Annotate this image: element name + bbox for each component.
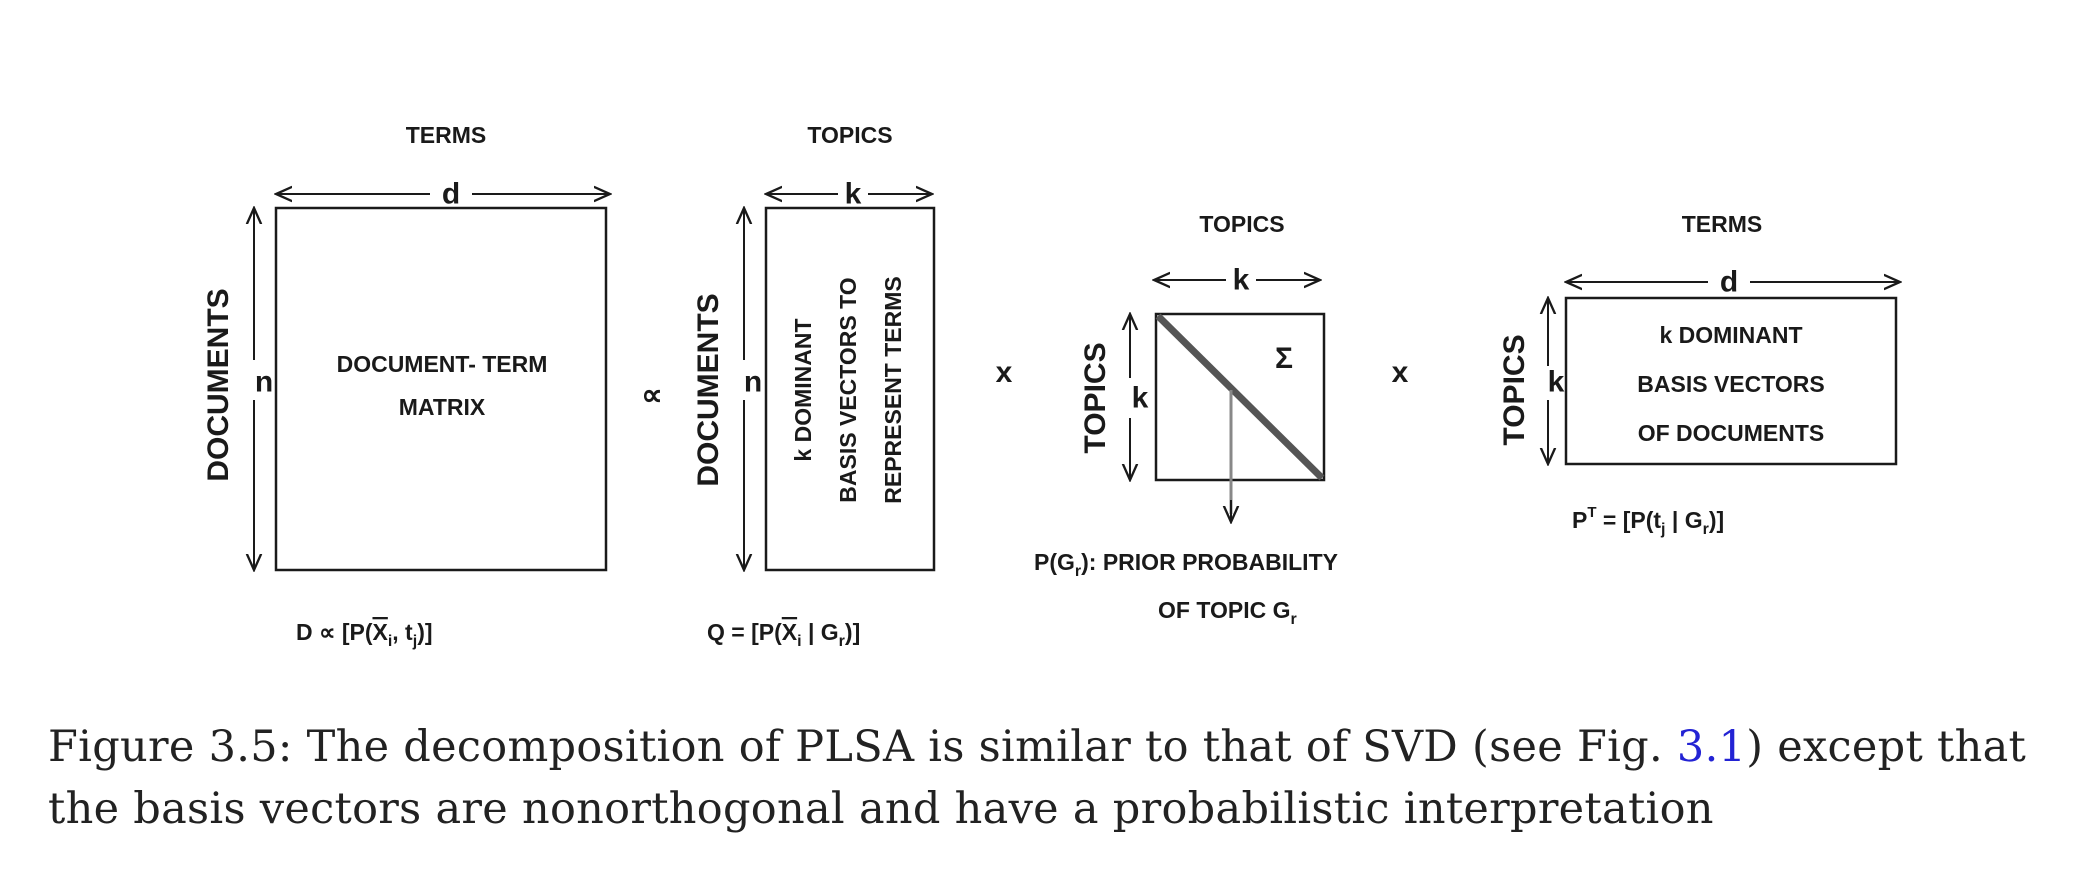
formula-q-sub-r: r xyxy=(839,633,845,650)
plsa-decomposition-diagram: TERMS d n DOCUMENTS DOCUMENT- TERM MATRI… xyxy=(202,122,2100,650)
matrix-p-top-label: TERMS xyxy=(1682,211,1763,237)
formula-p-sub-j: j xyxy=(1660,521,1665,538)
prior-post: ): PRIOR PROBABILITY xyxy=(1081,549,1338,575)
matrix-d-body-line1: DOCUMENT- TERM xyxy=(337,351,548,377)
formula-d-var: X xyxy=(372,619,388,645)
prior-prefix: P(G xyxy=(1034,549,1075,575)
matrix-d-formula: D ∝ [P(Xi, tj)] xyxy=(296,619,433,650)
formula-d-sub-i: i xyxy=(388,633,392,650)
formula-p-sub-r: r xyxy=(1703,521,1709,538)
matrix-q-dim-n: n xyxy=(744,366,762,399)
sigma-symbol: Σ xyxy=(1275,342,1293,375)
sigma-matrix-group: TOPICS k k TOPICS Σ P(Gr): PRIOR PROBABI… xyxy=(1034,211,1338,628)
matrix-q-body-line1: k DOMINANT xyxy=(790,318,816,461)
p-transpose-matrix-group: TERMS d k TOPICS k DOMINANT BASIS VECTOR… xyxy=(1498,211,1900,538)
figure-caption: Figure 3.5: The decomposition of PLSA is… xyxy=(48,716,2068,840)
formula-d-mid: , t xyxy=(392,619,413,645)
formula-p-end: )] xyxy=(1709,507,1724,533)
formula-q-sub-i: i xyxy=(797,633,801,650)
matrix-p-formula: PT = [P(tj | Gr)] xyxy=(1572,504,1724,538)
matrix-q-top-label: TOPICS xyxy=(807,122,892,148)
matrix-p-body-line1: k DOMINANT xyxy=(1659,322,1802,348)
matrix-p-body-line2: BASIS VECTORS xyxy=(1637,371,1824,397)
matrix-d-dim-n: n xyxy=(255,366,273,399)
matrix-d-dim-d: d xyxy=(442,178,460,211)
formula-d-end: )] xyxy=(417,619,432,645)
matrix-sigma-dim-k-top: k xyxy=(1233,264,1250,297)
matrix-sigma-top-label: TOPICS xyxy=(1199,211,1284,237)
matrix-q-body-line3: REPRESENT TERMS xyxy=(880,276,906,503)
matrix-p-body-line3: OF DOCUMENTS xyxy=(1638,420,1825,446)
q-matrix-box xyxy=(764,206,936,572)
document-term-matrix-group: TERMS d n DOCUMENTS DOCUMENT- TERM MATRI… xyxy=(202,122,610,650)
formula-q-end: )] xyxy=(845,619,860,645)
times-operator-1: x xyxy=(996,356,1013,389)
matrix-q-side-label: DOCUMENTS xyxy=(692,293,725,486)
formula-p-mid2: | G xyxy=(1666,507,1703,533)
proportional-symbol: ∝ xyxy=(641,379,662,412)
matrix-p-dim-d: d xyxy=(1720,266,1738,299)
p-transpose-matrix-box xyxy=(1564,296,1898,466)
matrix-d-side-label: DOCUMENTS xyxy=(202,288,235,481)
prior-probability-line2: OF TOPIC Gr xyxy=(1158,597,1297,628)
matrix-p-side-label: TOPICS xyxy=(1498,334,1531,445)
caption-text-end: ) except that the basis vectors are nono… xyxy=(48,722,2027,834)
matrix-d-top-label: TERMS xyxy=(406,122,487,148)
formula-d-sub-j: j xyxy=(412,633,417,650)
matrix-p-dim-k: k xyxy=(1548,366,1565,399)
caption-text-start: Figure 3.5: The decomposition of PLSA is… xyxy=(48,722,1677,772)
prior-probability-line1: P(Gr): PRIOR PROBABILITY xyxy=(1034,549,1338,580)
q-matrix-group: TOPICS k n DOCUMENTS k DOMINANT BASIS VE… xyxy=(692,122,936,650)
sigma-diagonal-line xyxy=(1155,313,1325,481)
matrix-q-body-line2: BASIS VECTORS TO xyxy=(835,277,861,502)
matrix-q-dim-k: k xyxy=(845,178,862,211)
formula-q-var: X xyxy=(782,619,798,645)
formula-q-mid: | G xyxy=(802,619,839,645)
prior-line2-sub: r xyxy=(1290,611,1296,628)
formula-p-sup: T xyxy=(1587,504,1596,521)
figure-reference-link[interactable]: 3.1 xyxy=(1676,722,1747,772)
prior-sub-r: r xyxy=(1075,563,1081,580)
formula-p-prefix: P xyxy=(1572,507,1587,533)
matrix-sigma-side-label: TOPICS xyxy=(1079,342,1112,453)
prior-line2-pre: OF TOPIC G xyxy=(1158,597,1290,623)
document-term-matrix-box xyxy=(274,206,608,572)
matrix-d-body-line2: MATRIX xyxy=(399,394,486,420)
formula-q-prefix: Q = [P( xyxy=(707,619,782,645)
formula-p-mid: = [P(t xyxy=(1597,507,1662,533)
times-operator-2: x xyxy=(1392,356,1409,389)
matrix-sigma-dim-k-side: k xyxy=(1132,382,1149,415)
matrix-q-formula: Q = [P(Xi | Gr)] xyxy=(707,619,860,650)
formula-d-prefix: D ∝ [P( xyxy=(296,619,373,645)
